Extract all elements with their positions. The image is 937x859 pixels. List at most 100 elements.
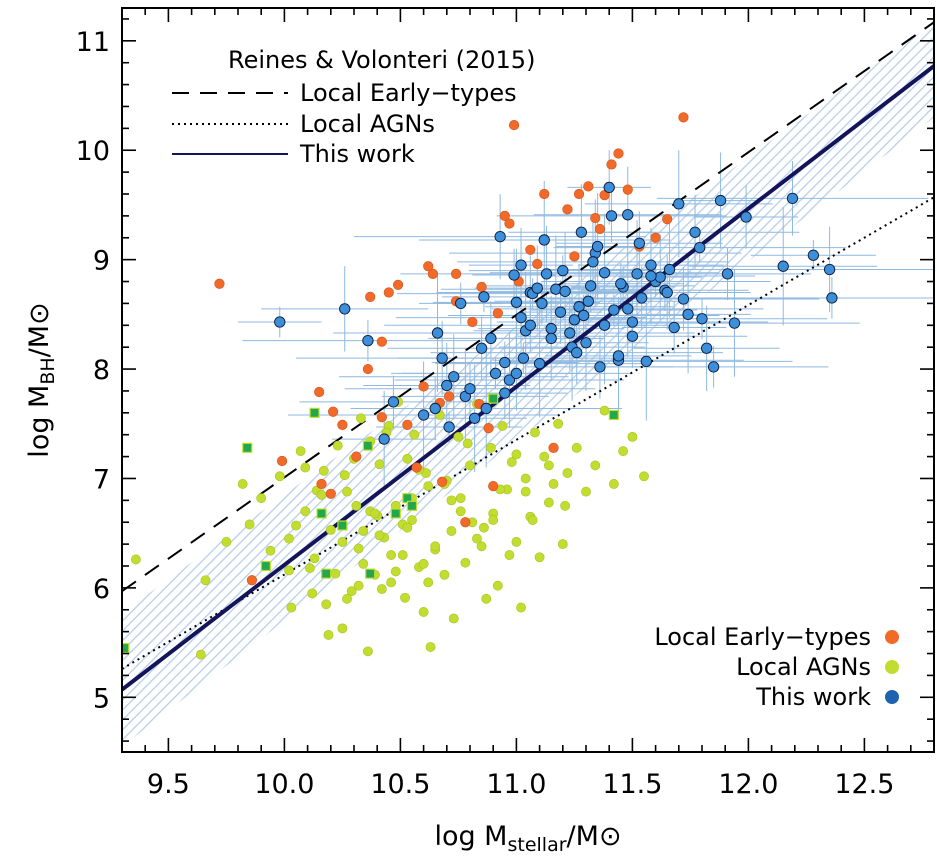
point-local-agn (527, 515, 538, 525)
point-local-agn (481, 593, 492, 604)
point-local-early-type (613, 148, 624, 159)
point-this-work (598, 267, 611, 279)
point-local-agn (358, 558, 369, 569)
point-local-agn (418, 558, 429, 569)
point-local-agn (337, 537, 348, 547)
point-green-square (309, 407, 320, 418)
point-local-early-type (573, 188, 585, 200)
point-this-work (443, 421, 455, 433)
point-this-work (339, 303, 351, 315)
point-local-agn (557, 539, 568, 550)
point-local-agn (325, 524, 336, 535)
point-local-early-type (499, 210, 510, 221)
point-local-agn (423, 481, 434, 492)
point-local-agn (608, 479, 619, 489)
point-local-agn (339, 470, 350, 481)
point-legend-this-work-marker (885, 690, 899, 704)
point-this-work (707, 361, 720, 373)
point-local-agn (402, 453, 413, 464)
point-local-agn (309, 553, 320, 564)
point-this-work (417, 409, 430, 421)
line-legend-early: Local Early−types (300, 79, 517, 107)
point-local-agn (497, 421, 508, 431)
point-local-early-type (678, 112, 689, 123)
point-this-work (550, 283, 562, 295)
x-tick-label: 9.5 (147, 769, 190, 800)
point-this-work (626, 316, 639, 328)
point-local-agn (300, 462, 311, 473)
point-local-early-type (548, 442, 559, 453)
point-this-work (455, 297, 467, 310)
point-this-work (740, 211, 752, 223)
point-this-work (538, 234, 550, 246)
point-local-agn (553, 418, 564, 429)
point-local-early-type (246, 575, 258, 586)
point-local-agn (330, 568, 341, 579)
point-local-agn (407, 515, 417, 525)
point-this-work (510, 367, 523, 380)
point-this-work (540, 268, 553, 280)
point-local-agn (363, 646, 373, 657)
point-local-early-type (337, 419, 348, 430)
point-legend-agn: Local AGNs (736, 653, 871, 681)
point-local-agn (530, 427, 540, 438)
line-legend-agn: Local AGNs (300, 110, 435, 138)
point-local-agn (590, 460, 601, 471)
point-local-agn (318, 465, 329, 476)
x-tick-label: 12.0 (718, 769, 778, 800)
point-local-early-type (583, 181, 594, 192)
point-this-work (464, 383, 476, 395)
point-this-work (499, 387, 511, 399)
point-local-agn (627, 431, 638, 442)
point-local-agn (534, 552, 545, 563)
point-local-early-type (532, 258, 543, 270)
point-local-agn (386, 577, 397, 588)
data-points (122, 112, 838, 660)
point-local-agn (353, 543, 364, 554)
point-local-agn (571, 442, 582, 453)
point-this-work (591, 240, 604, 253)
point-local-agn (511, 537, 522, 547)
point-this-work (499, 356, 511, 369)
point-local-early-type (662, 214, 673, 225)
point-this-work (510, 296, 523, 308)
y-axis-title: log MBH/M⊙ (24, 302, 59, 457)
point-this-work (668, 321, 680, 334)
point-this-work (568, 314, 581, 326)
point-this-work (826, 292, 838, 304)
point-local-agn (492, 580, 503, 591)
point-local-agn (131, 554, 141, 565)
point-local-agn (386, 550, 397, 560)
point-green-square (608, 409, 619, 421)
point-local-agn (476, 541, 487, 552)
point-this-work (362, 334, 374, 347)
point-this-work (777, 260, 789, 272)
point-local-agn (274, 471, 285, 482)
point-green-square (321, 568, 332, 579)
point-local-agn (618, 446, 629, 457)
relation-lines (122, 21, 934, 692)
scatter-band (122, 22, 934, 747)
point-local-agn (397, 550, 408, 560)
point-this-work (564, 327, 576, 339)
point-this-work (677, 293, 690, 305)
point-this-work (517, 352, 530, 364)
point-local-early-type (314, 386, 325, 398)
point-local-agn (369, 508, 380, 519)
point-local-agn (423, 577, 434, 588)
point-this-work (645, 259, 657, 271)
point-local-early-type (411, 462, 422, 473)
point-this-work (608, 304, 620, 316)
point-this-work (605, 210, 618, 222)
point-local-early-type (483, 423, 494, 434)
line-local-agns (122, 196, 934, 670)
point-local-early-type (444, 391, 455, 402)
point-this-work (631, 268, 643, 280)
point-this-work (673, 198, 685, 210)
point-local-agn (599, 405, 610, 416)
point-local-early-type (606, 159, 617, 170)
point-this-work (682, 308, 694, 321)
point-this-work (700, 342, 713, 354)
point-local-agn (560, 500, 571, 511)
y-tick-label: 7 (93, 464, 110, 495)
